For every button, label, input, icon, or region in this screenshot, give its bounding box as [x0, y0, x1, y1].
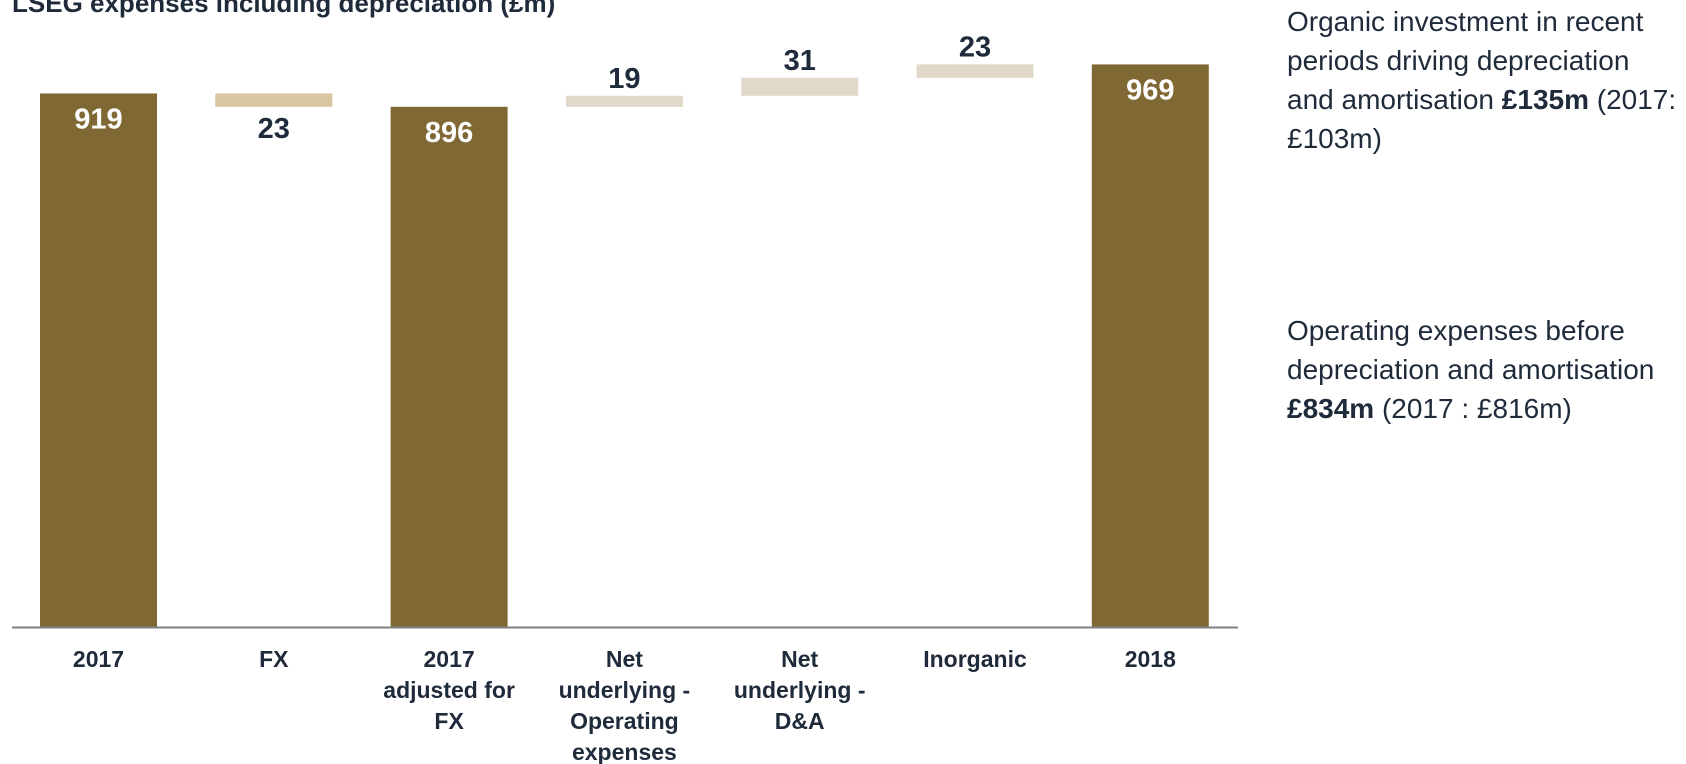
- note-opex-text: Operating expenses before depreciation a…: [1287, 315, 1655, 385]
- x-tick-label-3: Net underlying - Operating expenses: [559, 646, 691, 764]
- value-labels-layer: 919 23 896 19 31 23 969: [74, 31, 1174, 148]
- bar-0: [40, 93, 157, 628]
- value-label-1: 23: [258, 113, 290, 145]
- x-tick-label-line: Inorganic: [923, 646, 1027, 672]
- x-tick-labels-layer: 2017 FX 2017 adjusted for FX Net underlying - O…: [73, 646, 1176, 764]
- bar-4: [741, 77, 859, 96]
- note-operating-expenses: Operating expenses before depreciation a…: [1287, 311, 1682, 428]
- x-tick-label-line: D&A: [775, 708, 825, 734]
- x-tick-label-line: Operating: [570, 708, 679, 734]
- x-tick-label-line: underlying -: [559, 677, 691, 703]
- x-tick-label-line: Net: [606, 646, 643, 672]
- x-tick-label-0: 2017: [73, 646, 124, 672]
- x-tick-label-4: Net underlying - D&A: [734, 646, 866, 734]
- x-tick-label-line: underlying -: [734, 677, 866, 703]
- note-depreciation-amount: £135m: [1501, 84, 1589, 115]
- value-label-6: 969: [1126, 74, 1174, 106]
- x-tick-label-1: FX: [259, 646, 289, 672]
- chart-title: LSEG expenses including depreciation (£m…: [12, 0, 556, 18]
- bar-2: [390, 106, 508, 628]
- note-depreciation: Organic investment in recent periods dri…: [1287, 2, 1682, 158]
- value-label-4: 31: [784, 45, 816, 77]
- note-opex-amount: £834m: [1287, 393, 1375, 424]
- x-tick-label-line: 2017: [73, 646, 124, 672]
- x-tick-label-2: 2017 adjusted for FX: [383, 646, 515, 734]
- note-opex-comparison: (2017 : £816m): [1374, 393, 1572, 424]
- note-depreciation-text: Organic investment in recent periods dri…: [1287, 6, 1644, 115]
- bar-5: [916, 64, 1034, 78]
- bars-layer: [40, 64, 1209, 628]
- x-tick-label-5: Inorganic: [923, 646, 1027, 672]
- x-tick-label-line: FX: [259, 646, 289, 672]
- x-tick-label-6: 2018: [1125, 646, 1176, 672]
- note-depreciation-comparison: (2017: £103m): [1287, 84, 1677, 154]
- x-tick-label-line: Net: [781, 646, 818, 672]
- value-label-0: 919: [74, 103, 122, 135]
- x-tick-label-line: 2017: [424, 646, 475, 672]
- x-tick-label-line: adjusted for: [383, 677, 515, 703]
- bar-3: [565, 95, 683, 107]
- x-tick-label-line: FX: [434, 708, 464, 734]
- x-tick-label-line: expenses: [572, 739, 677, 764]
- value-label-5: 23: [959, 31, 991, 63]
- bar-6: [1091, 64, 1209, 628]
- waterfall-chart: 919 23 896 19 31 23 969 2017 FX 2017 adjusted for…: [12, 31, 1238, 764]
- bar-1: [215, 93, 333, 107]
- value-label-3: 19: [608, 63, 640, 95]
- value-label-2: 896: [425, 117, 473, 149]
- x-tick-label-line: 2018: [1125, 646, 1176, 672]
